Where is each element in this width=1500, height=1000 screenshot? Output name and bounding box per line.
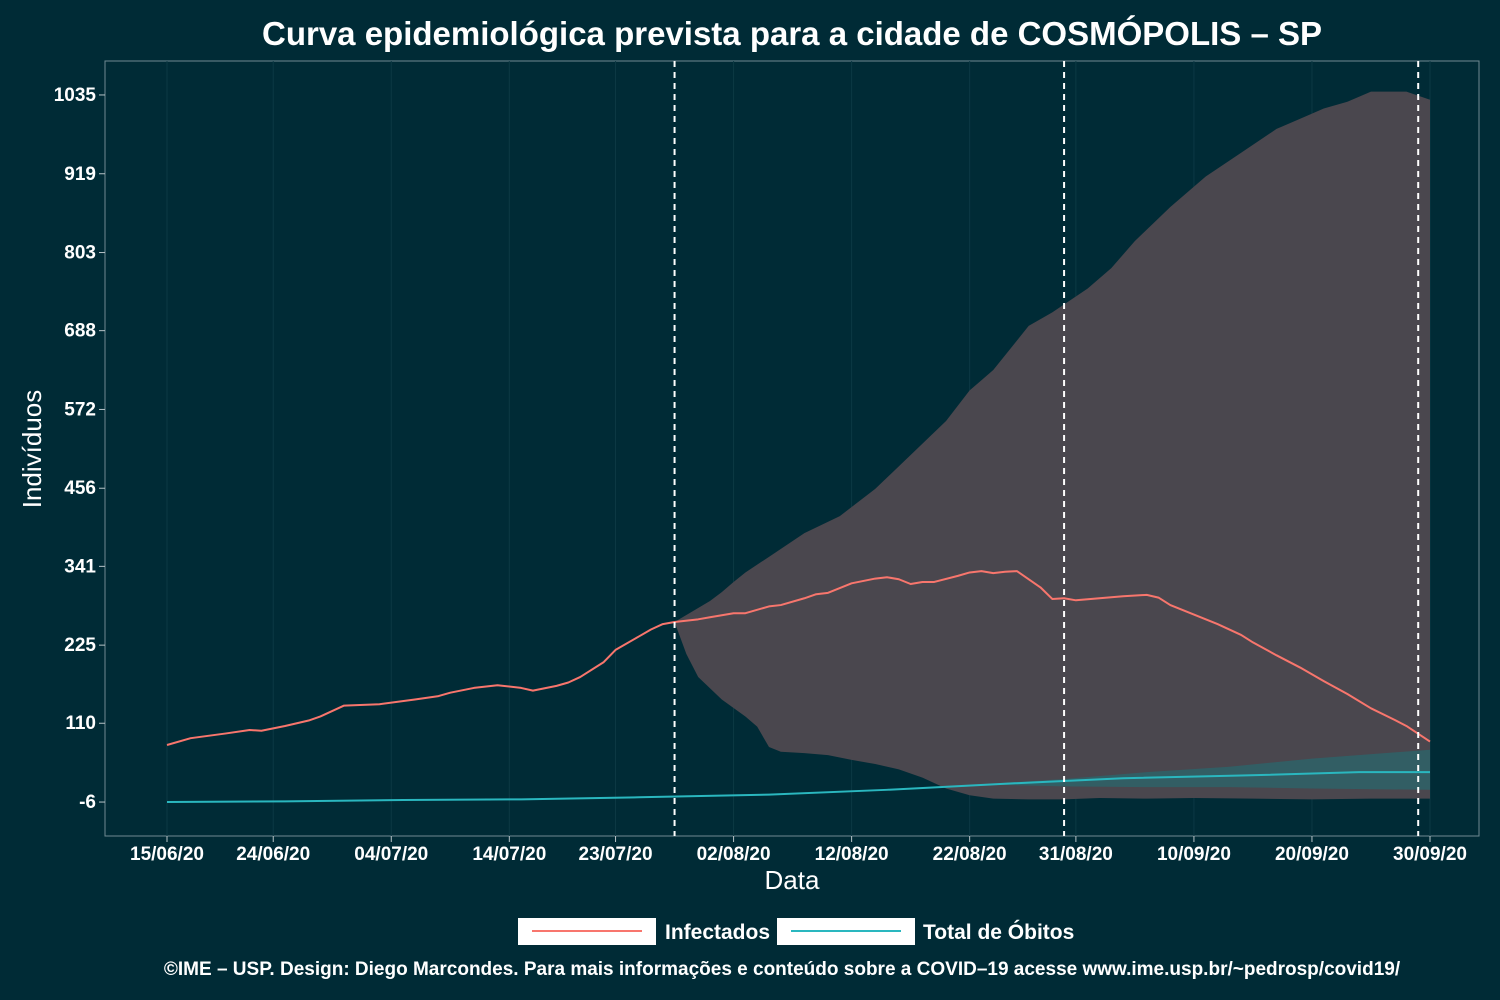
x-tick-label: 15/06/20 [130, 844, 204, 865]
series-line-obitos [166, 771, 1430, 804]
x-tick-label: 30/09/20 [1393, 844, 1467, 865]
y-axis-label: Indivíduos [17, 390, 47, 509]
legend-label-obitos: Total de Óbitos [923, 920, 1074, 944]
y-tick-label: 803 [64, 243, 96, 264]
series-lines [166, 570, 1431, 804]
x-axis-label: Data [765, 865, 820, 895]
y-tick-label: 456 [64, 478, 96, 499]
x-tick-label: 04/07/20 [354, 844, 428, 865]
x-axis-ticks: 15/06/20 24/06/20 04/07/20 14/07/20 23/07/20… [130, 836, 1467, 865]
chart-title: Curva epidemiológica prevista para a cid… [262, 15, 1322, 52]
y-tick-label: 688 [64, 321, 96, 342]
y-axis-ticks: -6 110 225 341 456 572 688 803 919 1035 [54, 85, 105, 813]
y-tick-label: 1035 [54, 85, 97, 106]
y-tick-label: -6 [79, 792, 96, 813]
reference-vlines [673, 61, 1420, 836]
plot-panel [104, 60, 1480, 837]
x-tick-label: 24/06/20 [236, 844, 310, 865]
y-tick-label: 110 [65, 713, 96, 734]
footer-caption: ©IME – USP. Design: Diego Marcondes. Par… [164, 959, 1401, 980]
x-tick-label: 20/09/20 [1275, 844, 1349, 865]
y-tick-label: 341 [64, 556, 96, 577]
x-tick-label: 23/07/20 [579, 844, 653, 865]
x-tick-label: 31/08/20 [1039, 844, 1113, 865]
y-tick-label: 572 [64, 399, 96, 420]
series-line-infectados [166, 570, 1431, 746]
y-tick-label: 919 [64, 164, 96, 185]
confidence-band-infectados [674, 91, 1430, 800]
x-tick-label: 14/07/20 [472, 844, 546, 865]
legend: Infectados Total de Óbitos [518, 918, 1074, 945]
x-tick-label: 12/08/20 [815, 844, 889, 865]
legend-label-infectados: Infectados [665, 921, 770, 944]
x-tick-label: 02/08/20 [697, 844, 771, 865]
x-tick-label: 22/08/20 [933, 844, 1007, 865]
y-tick-label: 225 [64, 635, 96, 656]
x-tick-label: 10/09/20 [1157, 844, 1231, 865]
